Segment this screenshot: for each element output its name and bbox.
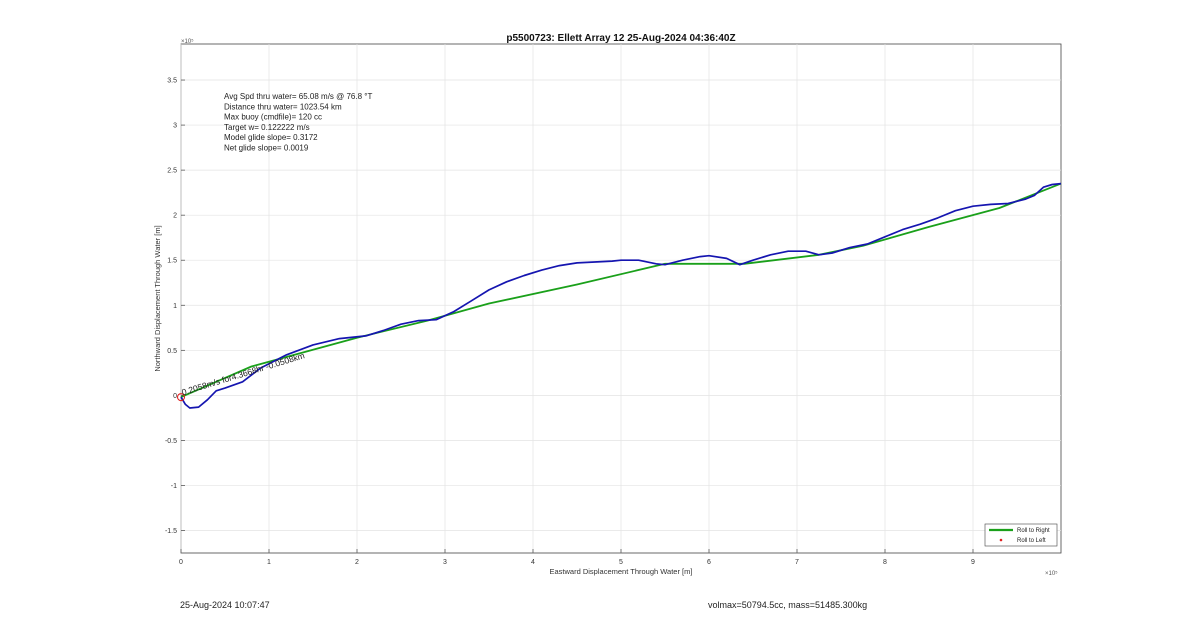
legend-label-roll-left: Roll to Left [1017,538,1046,544]
x-tick-label: 8 [883,559,887,566]
y-tick-label: -0.5 [165,438,177,445]
y-tick-label: 0.5 [167,348,177,355]
x-axis-exponent: ×10⁵ [1045,570,1058,577]
y-tick-label: 3 [173,123,177,130]
x-tick-label: 4 [531,559,535,566]
y-tick-label: 1 [173,303,177,310]
grid [180,44,1061,553]
y-axis-label: Northward Displacement Through Water [m] [153,225,162,371]
y-tick-label: 3.5 [167,78,177,85]
y-tick-label: 1.5 [167,258,177,265]
annotation-line: Distance thru water= 1023.54 km [224,102,342,111]
x-axis-label: Eastward Displacement Through Water [m] [550,567,693,576]
x-tick-label: 2 [355,559,359,566]
y-axis-exponent: ×10⁵ [181,38,194,45]
annotations: Avg Spd thru water= 65.08 m/s @ 76.8 °TD… [224,92,372,153]
annotation-line: Model glide slope= 0.3172 [224,133,318,142]
chart-title: p5500723: Ellett Array 12 25-Aug-2024 04… [506,33,735,44]
start-marker [176,393,186,402]
x-tick-label: 3 [443,559,447,566]
legend: Roll to Right Roll to Left [984,523,1058,547]
y-tick-label: 0 [173,393,177,400]
x-tick-label: 9 [971,559,975,566]
footer-mass-info: volmax=50794.5cc, mass=51485.300kg [708,600,868,610]
y-tick-label: 2.5 [167,168,177,175]
x-tick-label: 7 [795,559,799,566]
legend-swatch-roll-left [999,538,1003,542]
annotation-line: Target w= 0.122222 m/s [224,123,310,132]
axis-ticks: 0 1 2 3 4 5 6 7 8 9 -1.5 -1 -0.5 0 0.5 1 1.5 2 2.5 3 3.5 [165,78,975,566]
annotation-line: Net glide slope= 0.0019 [224,144,309,153]
y-tick-label: -1.5 [165,528,177,535]
annotation-line: Avg Spd thru water= 65.08 m/s @ 76.8 °T [224,92,372,101]
legend-label-roll-right: Roll to Right [1017,528,1050,534]
y-tick-label: -1 [171,483,177,490]
footer-timestamp: 25-Aug-2024 10:07:47 [180,600,270,610]
x-tick-label: 6 [707,559,711,566]
x-tick-label: 5 [619,559,623,566]
x-tick-label: 0 [179,559,183,566]
annotation-line: Max buoy (cmdfile)= 120 cc [224,113,322,122]
series-line-1 [180,182,1062,409]
x-tick-label: 1 [267,559,271,566]
y-tick-label: 2 [173,213,177,220]
